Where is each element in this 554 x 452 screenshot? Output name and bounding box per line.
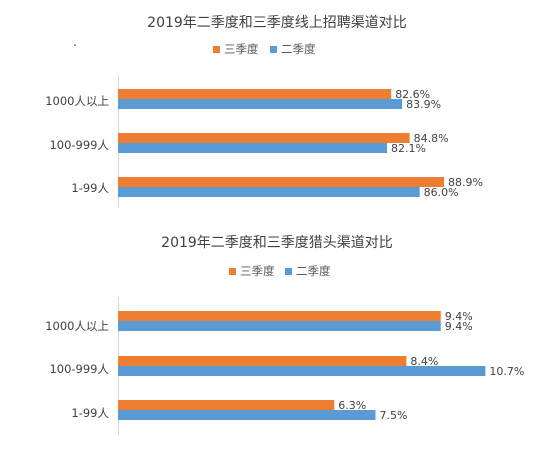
bar-q3 — [118, 356, 407, 366]
bar-q2 — [118, 410, 376, 420]
legend-swatch-q3 — [229, 268, 236, 275]
bar-q2 — [118, 187, 420, 197]
legend-label-q2: 二季度 — [296, 264, 331, 278]
bar-q3 — [118, 133, 410, 143]
data-label: 7.5% — [380, 409, 408, 422]
chart-2-title: 2019年二季度和三季度猎头渠道对比 — [161, 235, 393, 251]
bar-q3 — [118, 89, 392, 99]
data-label: 10.7% — [489, 365, 524, 378]
bar-q3 — [118, 400, 335, 410]
chart-2-category-label: 1-99人 — [71, 406, 109, 420]
data-label: 6.3% — [338, 399, 366, 412]
chart-1-category-label: 1-99人 — [71, 181, 109, 195]
data-label: 84.8% — [414, 132, 449, 145]
stray-dot: . — [73, 35, 77, 49]
legend-swatch-q3 — [213, 46, 220, 53]
bar-q2 — [118, 321, 441, 331]
bar-q2 — [118, 143, 387, 153]
data-label: 8.4% — [410, 355, 438, 368]
legend-label-q3: 三季度 — [224, 42, 259, 56]
chart-2-legend: 三季度 二季度 — [229, 264, 331, 278]
chart-1-legend: 三季度 二季度 — [213, 42, 316, 56]
data-label: 88.9% — [448, 176, 483, 189]
bar-q2 — [118, 99, 403, 109]
legend-label-q3: 三季度 — [240, 264, 275, 278]
data-label: 83.9% — [406, 98, 441, 111]
legend-swatch-q2 — [285, 268, 292, 275]
chart-1-category-label: 1000人以上 — [45, 94, 109, 108]
bar-q3 — [118, 177, 444, 187]
chart-2-category-label: 1000人以上 — [45, 319, 109, 333]
bar-q2 — [118, 366, 486, 376]
data-label: 82.6% — [395, 88, 430, 101]
chart-2-category-label: 100-999人 — [49, 362, 109, 376]
legend-swatch-q2 — [270, 46, 277, 53]
data-label: 82.1% — [391, 142, 426, 155]
bar-q3 — [118, 311, 441, 321]
data-label: 9.4% — [445, 310, 473, 323]
legend-label-q2: 二季度 — [281, 42, 316, 56]
data-label: 9.4% — [445, 320, 473, 333]
chart-1-category-label: 100-999人 — [49, 138, 109, 152]
chart-1-title: 2019年二季度和三季度线上招聘渠道对比 — [147, 15, 407, 31]
data-label: 86.0% — [424, 186, 459, 199]
